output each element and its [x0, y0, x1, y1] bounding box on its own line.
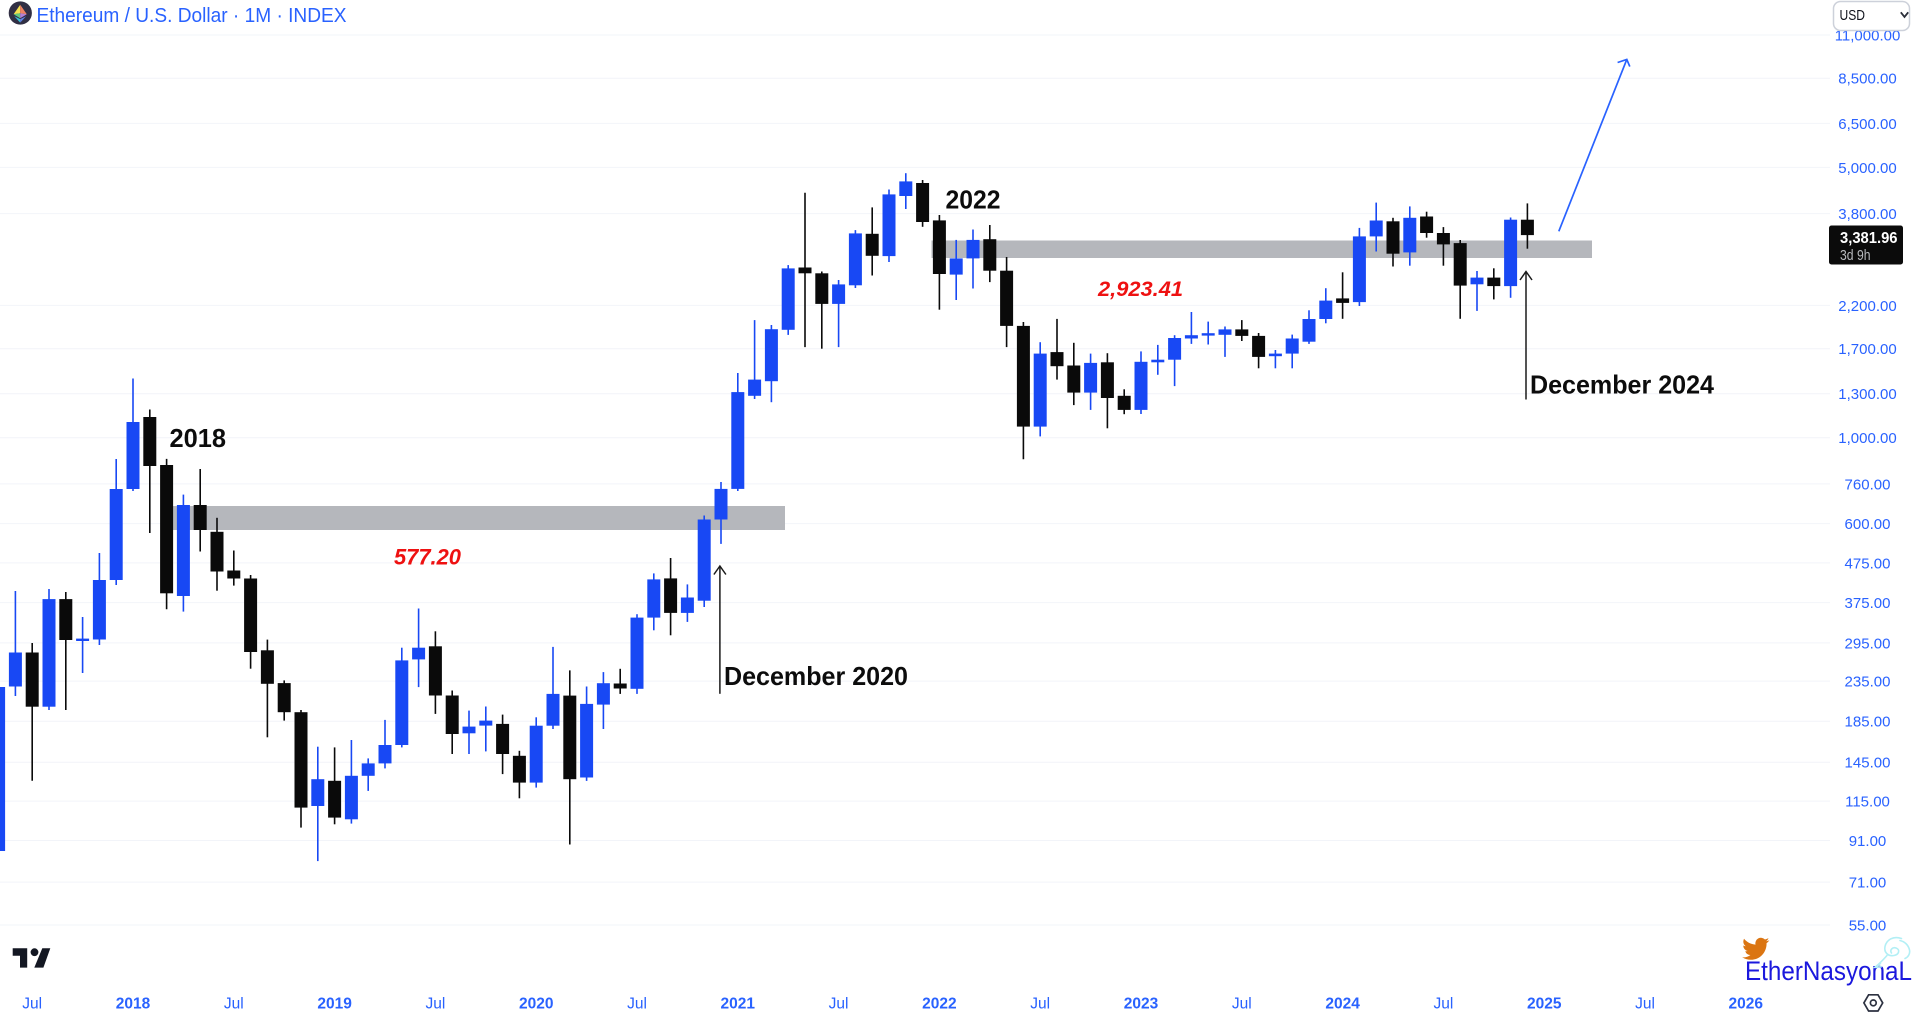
svg-text:3,381.96: 3,381.96	[1840, 230, 1898, 247]
svg-text:Jul: Jul	[425, 996, 445, 1013]
svg-text:8,500.00: 8,500.00	[1838, 71, 1896, 88]
svg-text:5,000.00: 5,000.00	[1838, 160, 1896, 177]
svg-text:2018: 2018	[170, 425, 227, 453]
svg-text:1,000.00: 1,000.00	[1838, 430, 1896, 447]
svg-text:3d 9h: 3d 9h	[1840, 247, 1871, 264]
svg-text:2025: 2025	[1527, 996, 1562, 1013]
svg-text:71.00: 71.00	[1849, 875, 1887, 892]
svg-text:Jul: Jul	[1433, 996, 1453, 1013]
svg-text:2026: 2026	[1729, 996, 1764, 1013]
svg-text:145.00: 145.00	[1845, 755, 1891, 772]
svg-text:Jul: Jul	[1030, 996, 1050, 1013]
svg-text:2,200.00: 2,200.00	[1838, 298, 1896, 315]
svg-text:2023: 2023	[1124, 996, 1159, 1013]
svg-text:2018: 2018	[116, 996, 151, 1013]
svg-text:2022: 2022	[946, 187, 1001, 215]
svg-text:Jul: Jul	[224, 996, 244, 1013]
svg-text:115.00: 115.00	[1845, 794, 1890, 811]
svg-text:2024: 2024	[1325, 996, 1360, 1013]
svg-text:375.00: 375.00	[1845, 595, 1891, 612]
svg-text:2021: 2021	[721, 996, 756, 1013]
svg-text:3,800.00: 3,800.00	[1838, 206, 1896, 223]
svg-text:December 2020: December 2020	[724, 661, 908, 691]
svg-text:Jul: Jul	[627, 996, 647, 1013]
svg-text:Jul: Jul	[829, 996, 849, 1013]
svg-text:235.00: 235.00	[1845, 674, 1891, 691]
svg-text:1,700.00: 1,700.00	[1838, 341, 1896, 358]
svg-text:Ethereum / U.S. Dollar · 1M ·: Ethereum / U.S. Dollar · 1M · INDEX	[37, 4, 347, 27]
svg-text:Jul: Jul	[1635, 996, 1655, 1013]
svg-text:2022: 2022	[922, 996, 956, 1013]
svg-text:December 2024: December 2024	[1530, 370, 1715, 400]
svg-text:11,000.00: 11,000.00	[1835, 27, 1901, 44]
svg-text:295.00: 295.00	[1845, 635, 1891, 652]
svg-text:185.00: 185.00	[1845, 714, 1891, 731]
svg-text:2,923.41: 2,923.41	[1097, 277, 1183, 301]
svg-text:2020: 2020	[519, 996, 553, 1013]
svg-text:55.00: 55.00	[1849, 917, 1887, 934]
svg-text:91.00: 91.00	[1849, 833, 1887, 850]
svg-text:USD: USD	[1840, 8, 1866, 24]
svg-text:6,500.00: 6,500.00	[1838, 116, 1896, 133]
svg-text:EtherNasyonaL: EtherNasyonaL	[1745, 956, 1912, 986]
svg-text:Jul: Jul	[22, 996, 42, 1013]
svg-text:Jul: Jul	[1232, 996, 1252, 1013]
svg-text:577.20: 577.20	[394, 545, 462, 570]
svg-text:1,300.00: 1,300.00	[1838, 386, 1896, 403]
svg-text:600.00: 600.00	[1845, 516, 1891, 533]
svg-text:2019: 2019	[317, 996, 352, 1013]
svg-text:760.00: 760.00	[1845, 476, 1891, 493]
svg-text:475.00: 475.00	[1845, 555, 1891, 572]
